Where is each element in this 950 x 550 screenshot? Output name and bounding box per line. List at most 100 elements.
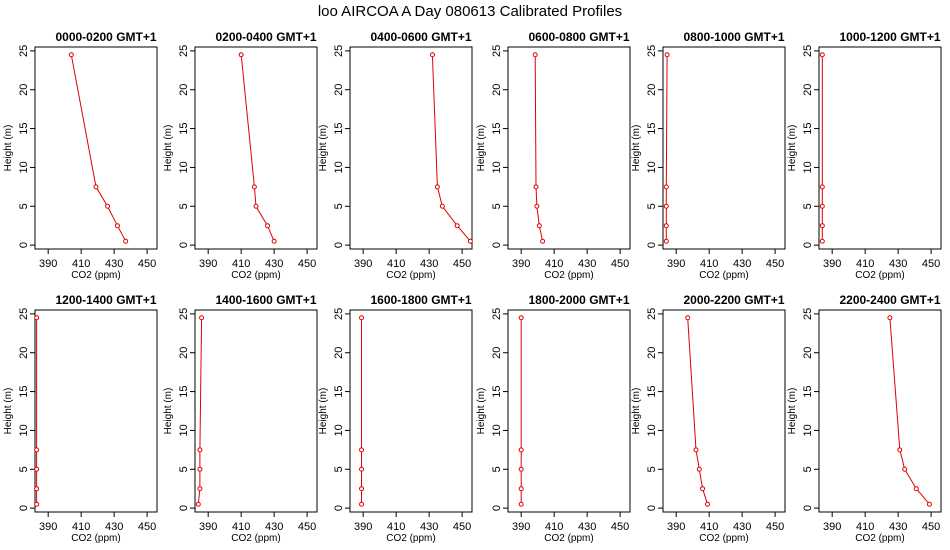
data-point [897, 447, 903, 453]
plot-frame [34, 309, 158, 513]
data-point [123, 238, 129, 244]
data-point [518, 501, 524, 507]
data-point [664, 52, 670, 58]
x-tick-label: 410 [72, 258, 90, 270]
data-point [93, 184, 99, 190]
chart-panel-10: 2000-2200 GMT+1 390 410 430 450 CO2 (ppm) 0 5 10… [631, 293, 786, 544]
chart-panel-4: 0800-1000 GMT+1 390 410 430 450 CO2 (ppm) 0 5 10… [631, 30, 786, 281]
x-tick-label: 410 [232, 521, 250, 533]
series-line [240, 54, 275, 242]
x-axis-label: CO2 (ppm) [699, 270, 748, 281]
y-tick-label: 10 [802, 424, 814, 436]
x-axis-label: CO2 (ppm) [699, 533, 748, 544]
chart-panel-1: 0200-0400 GMT+1 390 410 430 450 CO2 (ppm) 0 5 10… [163, 30, 318, 281]
y-tick-label: 5 [802, 203, 814, 209]
x-tick-label: 410 [700, 258, 718, 270]
x-tick-label: 390 [823, 521, 841, 533]
data-point [359, 501, 365, 507]
x-tick-label: 450 [298, 521, 316, 533]
chart-panel-7: 1400-1600 GMT+1 390 410 430 450 CO2 (ppm) 0 5 10… [163, 293, 318, 544]
panel-title: 1000-1200 GMT+1 [839, 30, 940, 44]
data-point [518, 466, 524, 472]
x-tick-label: 390 [667, 258, 685, 270]
y-tick-label: 20 [646, 84, 658, 96]
data-point [265, 223, 271, 229]
y-tick-label: 20 [178, 84, 190, 96]
panel-title: 1600-1800 GMT+1 [370, 293, 471, 307]
y-tick-label: 0 [646, 505, 658, 511]
data-point [34, 501, 40, 507]
data-point [34, 466, 40, 472]
chart-panel-0: 0000-0200 GMT+1 390 410 430 450 CO2 (ppm) 0 5 10… [3, 30, 158, 281]
y-tick-label: 15 [646, 122, 658, 134]
data-point [819, 203, 825, 209]
y-axis-label: Height (m) [787, 388, 798, 435]
x-tick-label: 430 [578, 258, 596, 270]
x-tick-label: 450 [298, 258, 316, 270]
y-tick-label: 15 [333, 385, 345, 397]
plot-frame [194, 46, 318, 250]
plot-frame [662, 46, 786, 250]
y-tick-label: 5 [178, 203, 190, 209]
data-point [518, 486, 524, 492]
y-axis-label: Height (m) [318, 388, 329, 435]
x-axis-label: CO2 (ppm) [544, 533, 593, 544]
data-point [518, 315, 524, 321]
panel-title: 0800-1000 GMT+1 [683, 30, 784, 44]
data-point [685, 315, 691, 321]
x-tick-label: 410 [232, 258, 250, 270]
data-point [467, 238, 473, 244]
y-tick-label: 5 [646, 466, 658, 472]
data-point [819, 223, 825, 229]
data-point [238, 52, 244, 58]
data-point [34, 447, 40, 453]
data-point [926, 501, 932, 507]
series-line [665, 54, 668, 242]
y-tick-label: 25 [802, 308, 814, 320]
y-tick-label: 25 [333, 308, 345, 320]
y-tick-label: 15 [491, 385, 503, 397]
chart-panel-11: 2200-2400 GMT+1 390 410 430 450 CO2 (ppm) 0 5 10… [787, 293, 942, 544]
data-point [533, 184, 539, 190]
data-point [902, 466, 908, 472]
panel-title: 0200-0400 GMT+1 [215, 30, 316, 44]
data-point [251, 184, 257, 190]
data-point [359, 315, 365, 321]
series-line [197, 317, 203, 505]
x-axis-label: CO2 (ppm) [855, 533, 904, 544]
panel-title: 1200-1400 GMT+1 [55, 293, 156, 307]
y-tick-label: 0 [646, 242, 658, 248]
panel-title: 0000-0200 GMT+1 [55, 30, 156, 44]
x-tick-label: 410 [387, 258, 405, 270]
series-line [687, 317, 708, 505]
chart-panel-5: 1000-1200 GMT+1 390 410 430 450 CO2 (ppm) 0 5 10… [787, 30, 942, 281]
x-tick-label: 410 [700, 521, 718, 533]
y-tick-label: 20 [18, 347, 30, 359]
y-tick-label: 20 [18, 84, 30, 96]
y-tick-label: 25 [18, 45, 30, 57]
x-tick-label: 390 [39, 521, 57, 533]
data-point [700, 486, 706, 492]
series-line [534, 54, 544, 242]
y-tick-label: 25 [178, 45, 190, 57]
y-tick-label: 0 [333, 242, 345, 248]
x-axis-label: CO2 (ppm) [544, 270, 593, 281]
y-tick-label: 10 [491, 161, 503, 173]
panel-title: 0400-0600 GMT+1 [370, 30, 471, 44]
x-tick-label: 390 [823, 258, 841, 270]
data-point [105, 203, 111, 209]
data-point [518, 447, 524, 453]
y-tick-label: 5 [18, 203, 30, 209]
x-tick-label: 450 [922, 258, 940, 270]
y-axis-label: Height (m) [787, 125, 798, 172]
data-point [663, 223, 669, 229]
y-tick-label: 20 [802, 84, 814, 96]
data-point [197, 447, 203, 453]
data-point [439, 203, 445, 209]
x-axis-label: CO2 (ppm) [71, 533, 120, 544]
x-tick-label: 450 [611, 258, 629, 270]
x-tick-label: 430 [733, 521, 751, 533]
y-tick-label: 25 [802, 45, 814, 57]
y-tick-label: 10 [646, 424, 658, 436]
